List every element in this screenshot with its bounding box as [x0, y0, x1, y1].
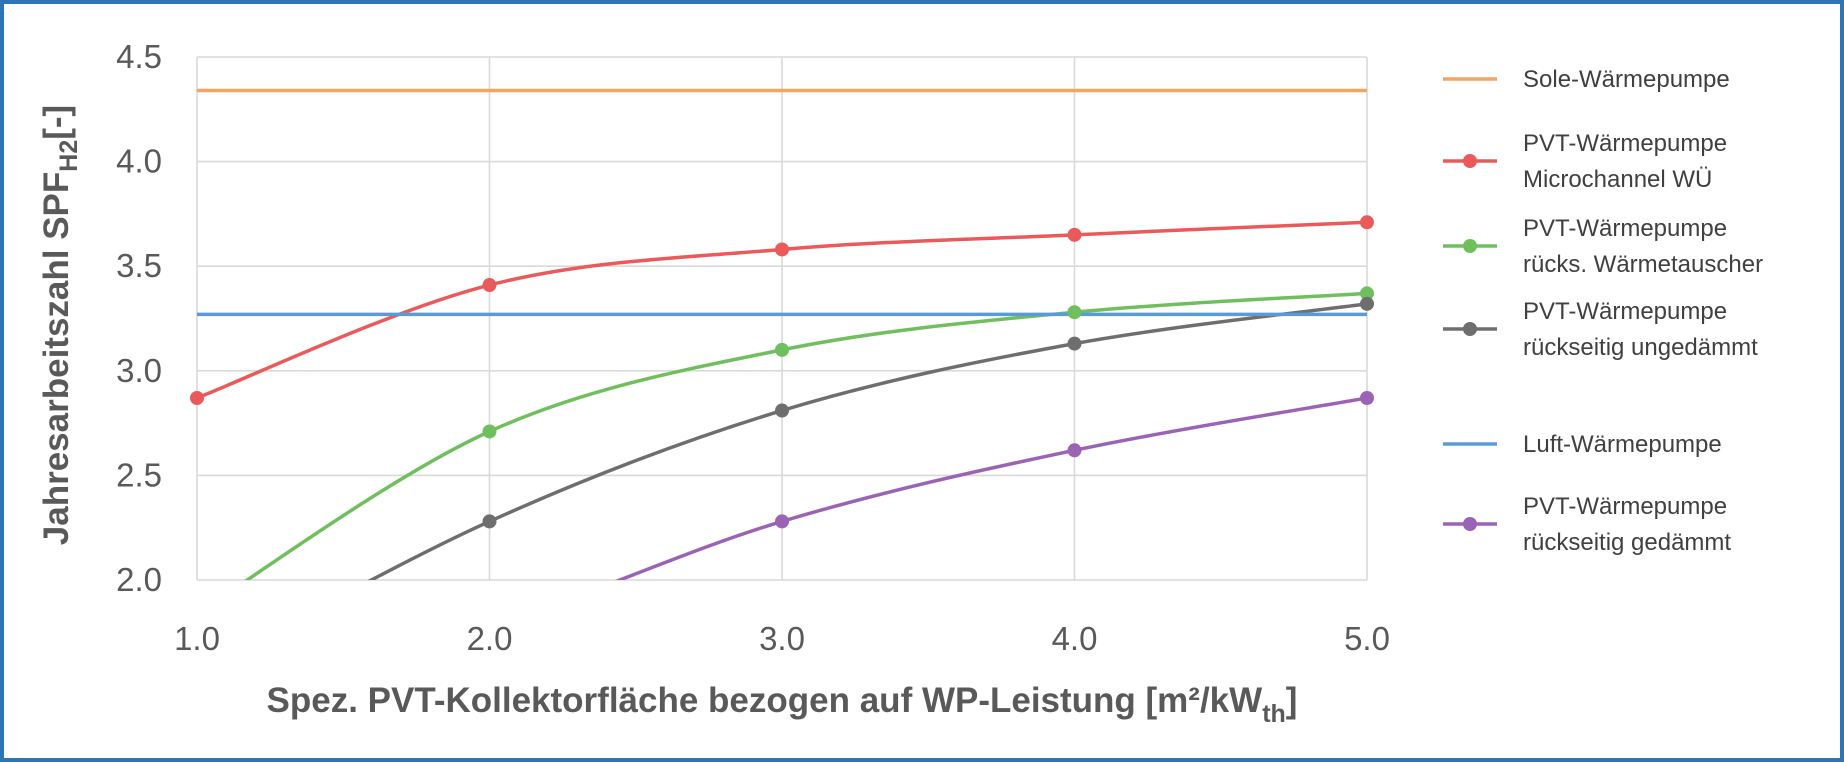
- data-point: [1360, 296, 1374, 311]
- y-axis-title: Jahresarbeitszahl SPFH2[-]: [37, 105, 83, 545]
- y-tick-label: 4.5: [116, 38, 162, 75]
- legend-item-3: PVT-Wärmepumpe rückseitig ungedämmt: [1443, 298, 1758, 361]
- x-axis-title-subscript: th: [1262, 700, 1286, 728]
- legend-label: PVT-Wärmepumpe rücks. Wärmetauscher: [1523, 215, 1763, 278]
- legend-marker: [1463, 239, 1477, 253]
- data-point: [1067, 305, 1082, 320]
- y-tick-label: 4.0: [116, 143, 162, 180]
- legend-marker: [1463, 517, 1477, 531]
- y-axis-title-end: [-]: [37, 105, 76, 140]
- data-point: [482, 278, 497, 293]
- legend-label: PVT-Wärmepumpe Microchannel WÜ: [1523, 130, 1727, 193]
- legend-item-0: Sole-Wärmepumpe: [1443, 66, 1730, 93]
- y-tick-label: 2.5: [116, 456, 162, 493]
- data-point: [775, 514, 789, 529]
- data-point: [1067, 443, 1082, 458]
- grid: [196, 56, 1368, 581]
- data-point: [775, 403, 789, 418]
- legend-label: Luft-Wärmepumpe: [1523, 431, 1722, 458]
- x-tick-label: 5.0: [1344, 620, 1390, 657]
- legend-item-2: PVT-Wärmepumpe rücks. Wärmetauscher: [1443, 215, 1763, 278]
- x-tick-label: 2.0: [467, 620, 513, 657]
- data-point: [1360, 390, 1374, 405]
- x-axis-title: Spez. PVT-Kollektorfläche bezogen auf WP…: [267, 681, 1298, 728]
- x-tick-label: 1.0: [174, 620, 220, 657]
- data-point: [482, 424, 497, 439]
- legend-item-4: Luft-Wärmepumpe: [1443, 431, 1722, 458]
- legend-marker: [1463, 154, 1477, 168]
- x-tick-label: 3.0: [759, 620, 805, 657]
- data-point: [1360, 215, 1374, 230]
- data-point: [1360, 286, 1374, 301]
- y-axis-ticks: 2.0 2.5 3.0 3.5 4.0 4.5: [116, 38, 162, 598]
- legend-item-1: PVT-Wärmepumpe Microchannel WÜ: [1443, 130, 1727, 193]
- legend-label: Sole-Wärmepumpe: [1523, 66, 1730, 93]
- legend-label: PVT-Wärmepumpe rückseitig gedämmt: [1523, 493, 1731, 556]
- data-point: [190, 390, 204, 405]
- data-point: [1067, 227, 1082, 242]
- data-point: [775, 242, 789, 257]
- x-axis-title-end: ]: [1286, 681, 1298, 720]
- data-point: [775, 342, 789, 357]
- legend-label: PVT-Wärmepumpe rückseitig ungedämmt: [1523, 298, 1758, 361]
- legend-marker: [1463, 322, 1477, 336]
- y-tick-label: 2.0: [116, 561, 162, 598]
- series-markers: [190, 215, 1374, 529]
- x-tick-label: 4.0: [1052, 620, 1098, 657]
- y-axis-title-subscript: H2: [55, 140, 83, 172]
- y-tick-label: 3.5: [116, 247, 162, 284]
- y-tick-label: 3.0: [116, 352, 162, 389]
- x-axis-ticks: 1.0 2.0 3.0 4.0 5.0: [174, 620, 1390, 657]
- data-point: [482, 514, 497, 529]
- legend-item-5: PVT-Wärmepumpe rückseitig gedämmt: [1443, 493, 1731, 556]
- legend: Sole-Wärmepumpe PVT-Wärmepumpe Microchanne…: [1443, 66, 1763, 556]
- data-point: [1067, 336, 1082, 351]
